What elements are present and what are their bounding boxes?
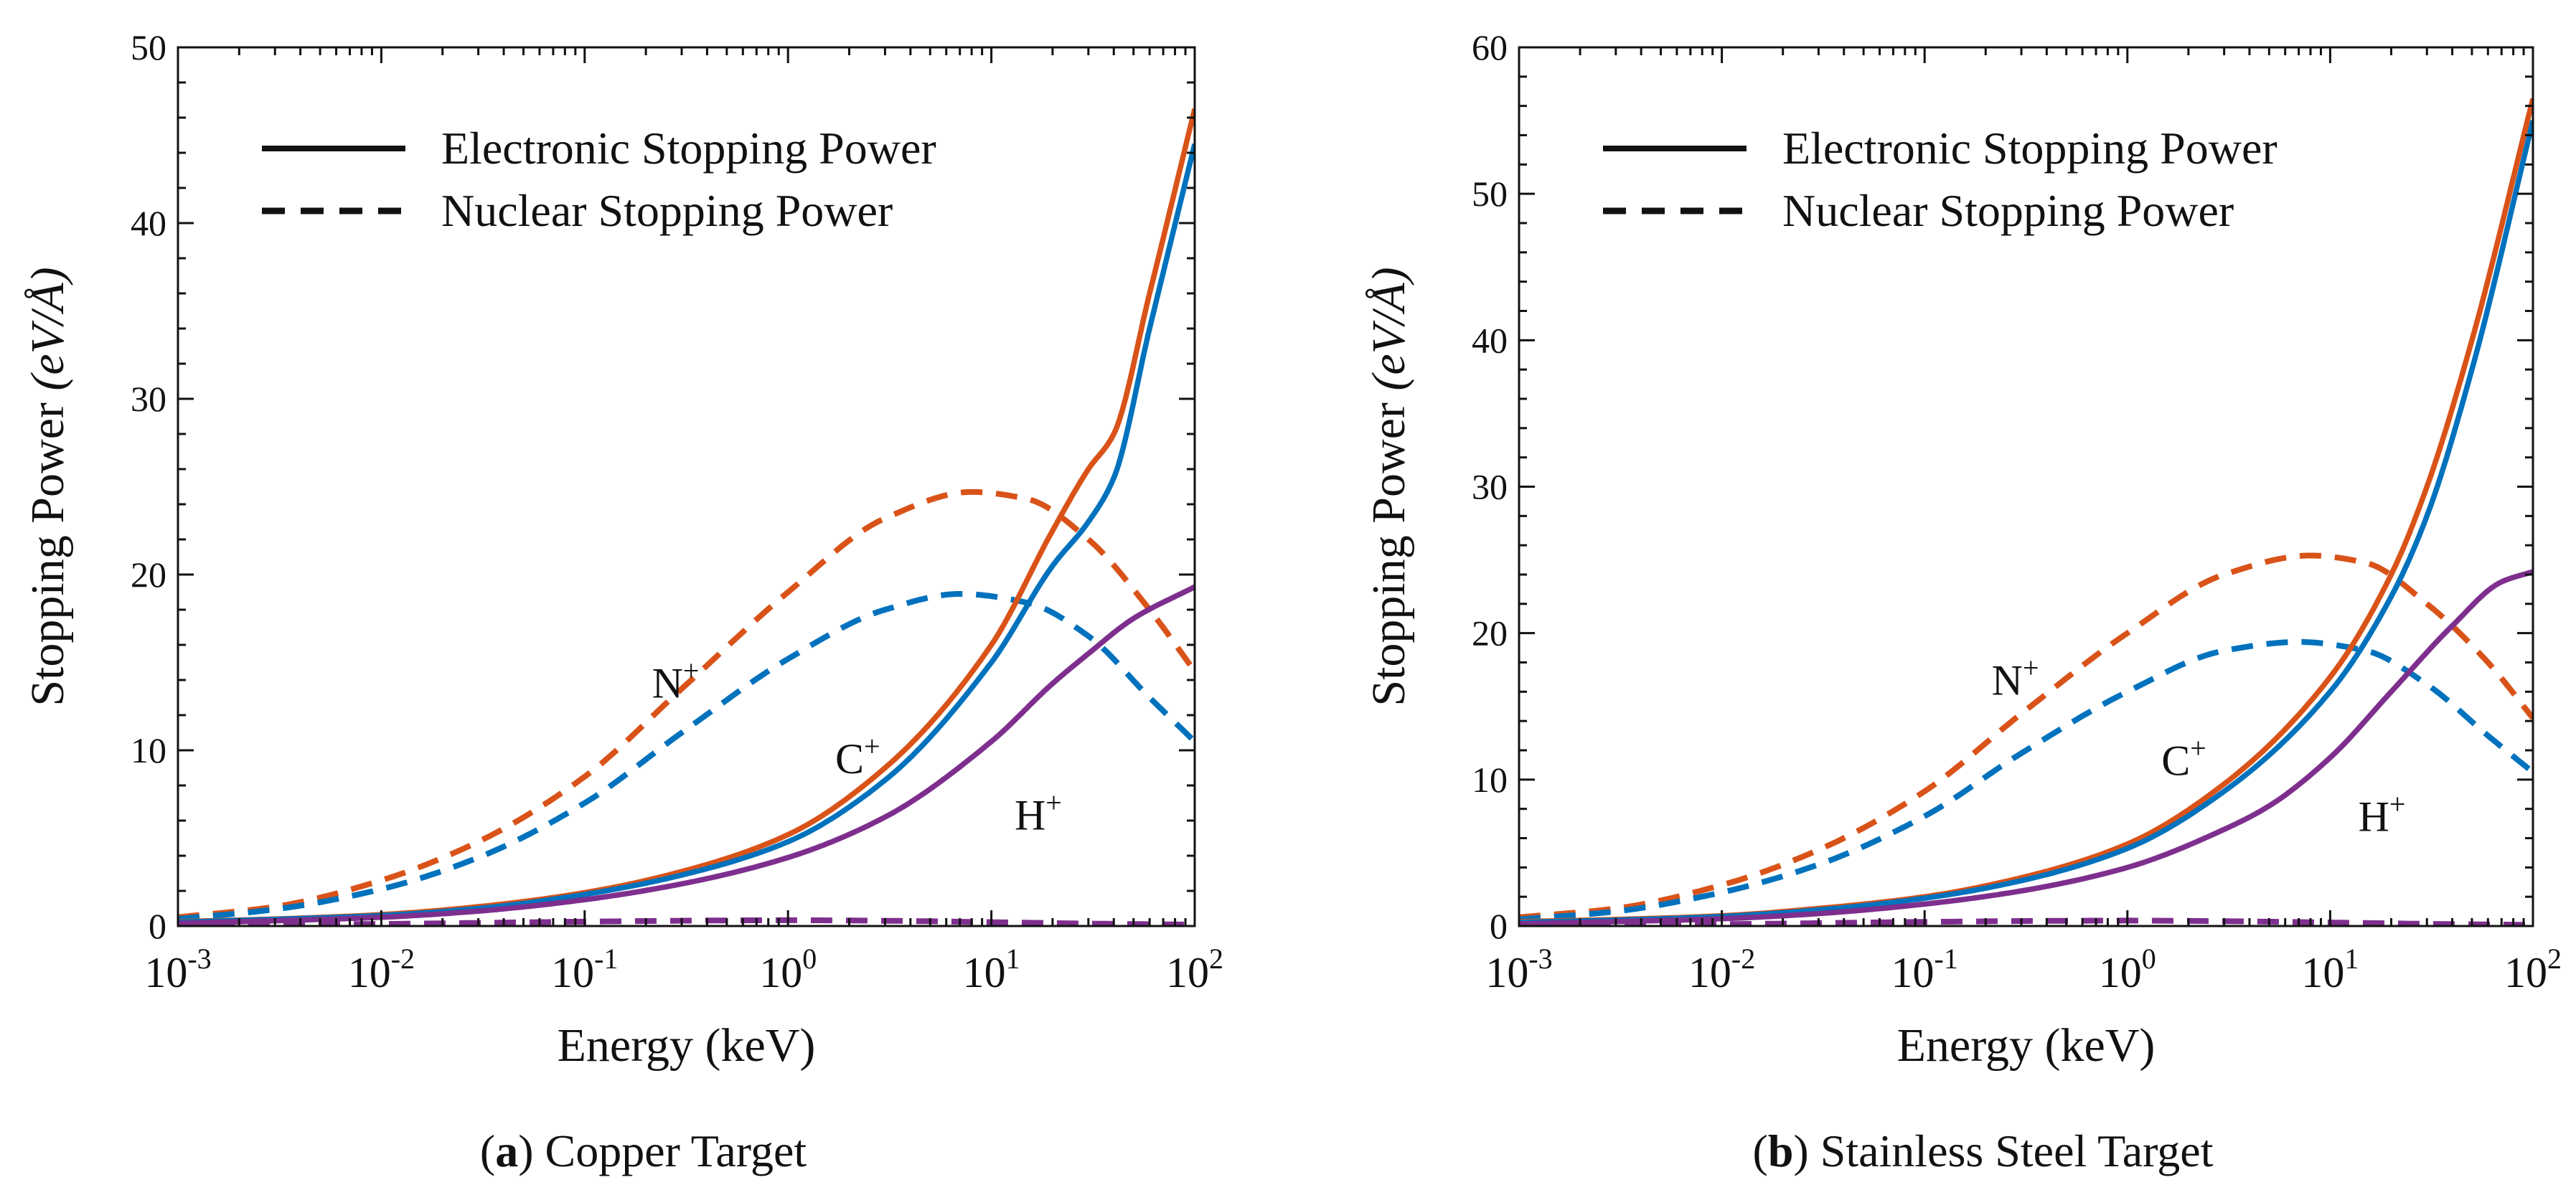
y-axis-label: Stopping Power (eV/Å) bbox=[1363, 267, 1415, 706]
x-axis-label: Energy (keV) bbox=[558, 1019, 816, 1072]
y-tick-label: 60 bbox=[1472, 27, 1508, 67]
x-tick-label: 102 bbox=[1166, 943, 1223, 996]
ion-label-c: C+ bbox=[835, 730, 880, 783]
y-tick-label: 10 bbox=[1472, 760, 1508, 800]
plot-frame bbox=[177, 46, 1196, 927]
y-tick-label: 0 bbox=[1490, 906, 1508, 946]
figure-caption: (b) Stainless Steel Target bbox=[1753, 1125, 2214, 1176]
legend-label-nuclear: Nuclear Stopping Power bbox=[1782, 185, 2234, 236]
x-tick-label: 101 bbox=[963, 943, 1020, 996]
ion-label-c: C+ bbox=[2161, 732, 2206, 785]
y-tick-label: 50 bbox=[131, 27, 166, 67]
y-tick-label: 0 bbox=[149, 906, 166, 946]
series-line-nuclear-n-plus bbox=[1519, 552, 2533, 920]
series-line-electronic-h-plus bbox=[1519, 569, 2533, 926]
x-tick-label: 101 bbox=[2301, 943, 2359, 996]
ion-label-h: H+ bbox=[1015, 786, 1062, 839]
legend-label-nuclear: Nuclear Stopping Power bbox=[441, 185, 893, 236]
x-tick-label: 10-2 bbox=[1688, 943, 1755, 996]
legend-label-electronic: Electronic Stopping Power bbox=[441, 123, 936, 174]
x-tick-label: 10-1 bbox=[1891, 943, 1958, 996]
chart-panel-stainless-steel: 0 10 20 30 40 50 60 10-3 10-2 10-1 100 101 102 Energy… bbox=[1363, 27, 2562, 1176]
y-tick-label: 20 bbox=[131, 554, 166, 595]
x-tick-label: 100 bbox=[2099, 943, 2156, 996]
series-group bbox=[178, 108, 1195, 926]
legend: Electronic Stopping Power Nuclear Stoppin… bbox=[1603, 123, 2277, 236]
x-tick-label: 10-2 bbox=[348, 943, 415, 996]
y-tick-label: 30 bbox=[131, 379, 166, 419]
y-tick-label: 10 bbox=[131, 730, 166, 770]
chart-panel-copper: 0 10 20 30 40 50 10-3 10-2 10-1 100 101 102 Energy (… bbox=[22, 27, 1223, 1176]
x-tick-label: 10-3 bbox=[144, 943, 211, 996]
y-tick-label: 20 bbox=[1472, 613, 1508, 653]
series-line-nuclear-c-plus bbox=[178, 591, 1195, 922]
y-tick-label: 50 bbox=[1472, 174, 1508, 214]
x-tick-label: 10-1 bbox=[551, 943, 618, 996]
series-line-nuclear-n-plus bbox=[178, 488, 1195, 920]
x-tick-label: 100 bbox=[759, 943, 817, 996]
ion-label-h: H+ bbox=[2359, 788, 2406, 840]
y-tick-label: 40 bbox=[131, 203, 166, 243]
y-tick-label: 30 bbox=[1472, 467, 1508, 507]
figure-caption: (a) Copper Target bbox=[480, 1125, 807, 1176]
y-axis-label: Stopping Power (eV/Å) bbox=[22, 267, 74, 706]
x-axis-label: Energy (keV) bbox=[1897, 1019, 2156, 1072]
ion-label-n: N+ bbox=[652, 655, 700, 707]
ion-label-n: N+ bbox=[1992, 651, 2039, 704]
x-tick-label: 10-3 bbox=[1485, 943, 1552, 996]
x-tick-label: 102 bbox=[2504, 943, 2562, 996]
legend: Electronic Stopping Power Nuclear Stoppin… bbox=[262, 123, 936, 236]
y-tick-label: 40 bbox=[1472, 320, 1508, 360]
legend-label-electronic: Electronic Stopping Power bbox=[1782, 123, 2277, 174]
